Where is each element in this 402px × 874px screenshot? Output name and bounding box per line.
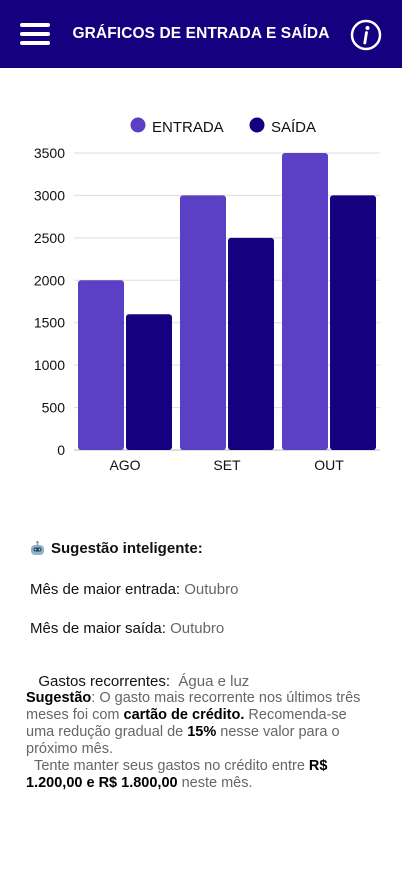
hamburger-menu-icon[interactable] — [20, 21, 52, 47]
bar-entrada — [78, 280, 124, 450]
suggestion-part: Recomenda-se uma redução gradual de — [26, 707, 347, 740]
y-tick-label: 500 — [42, 400, 66, 416]
insight-value: Outubro — [184, 581, 239, 598]
bar-entrada — [282, 153, 328, 450]
insight-value: Outubro — [170, 620, 225, 637]
y-tick-label: 1500 — [34, 315, 65, 331]
suggestion-part: Tente manter seus gastos no crédito entr… — [26, 758, 309, 774]
legend-label: SAÍDA — [271, 119, 316, 136]
suggestion-text: Sugestão: O gasto mais recorrente nos úl… — [26, 690, 376, 792]
insight-row-entrada: Mês de maior entrada: Outubro — [30, 581, 238, 598]
app-header: GRÁFICOS DE ENTRADA E SAÍDA — [0, 0, 402, 68]
bar-saída — [126, 314, 172, 450]
suggestion-part: nesse valor para o próximo mês. — [26, 724, 340, 757]
bar-chart: 0 500 1000 1500 2000 2500 3000 3500 AGO SET OUT ENT… — [0, 100, 402, 490]
insight-label: Mês de maior entrada: — [30, 581, 185, 598]
y-tick-label: 3500 — [34, 145, 65, 161]
info-icon[interactable] — [350, 19, 382, 51]
bar-saída — [330, 195, 376, 450]
insight-label: Gastos recorrentes: — [38, 673, 179, 690]
suggestion-highlight: R$ 1.200,00 e R$ 1.800,00 — [26, 758, 328, 791]
insight-row-saida: Mês de maior saída: Outubro — [30, 620, 224, 637]
suggestion-part: : O gasto mais recorrente nos últimos tr… — [26, 690, 361, 723]
insight-row-recorrentes: Gastos recorrentes: Água e luz — [30, 656, 249, 690]
legend-marker — [249, 117, 265, 133]
y-tick-label: 2500 — [34, 230, 65, 246]
y-tick-label: 0 — [57, 442, 65, 458]
y-tick-label: 3000 — [34, 187, 65, 203]
suggestion-part: neste mês. — [177, 775, 253, 791]
y-tick-label: 1000 — [34, 357, 65, 373]
insight-label: Mês de maior saída: — [30, 620, 171, 637]
insight-value: Água e luz — [178, 673, 250, 690]
y-tick-label: 2000 — [34, 272, 65, 288]
bar-entrada — [180, 195, 226, 450]
insights-title-text: Sugestão inteligente: — [51, 540, 203, 557]
x-tick-label: OUT — [314, 457, 344, 473]
robot-icon — [31, 541, 44, 555]
insights-title: Sugestão inteligente: — [30, 540, 203, 557]
bar-saída — [228, 237, 274, 450]
chart-svg: 0 500 1000 1500 2000 2500 3000 3500 AGO SET OUT ENT… — [34, 117, 380, 473]
suggestion-highlight: cartão de crédito. — [123, 707, 245, 723]
x-tick-label: AGO — [109, 457, 140, 473]
x-tick-label: SET — [213, 457, 241, 473]
legend-label: ENTRADA — [152, 119, 224, 136]
page-title: GRÁFICOS DE ENTRADA E SAÍDA — [72, 25, 330, 42]
suggestion-highlight: 15% — [187, 724, 217, 740]
legend-marker — [130, 117, 146, 133]
suggestion-lead: Sugestão — [26, 690, 92, 706]
